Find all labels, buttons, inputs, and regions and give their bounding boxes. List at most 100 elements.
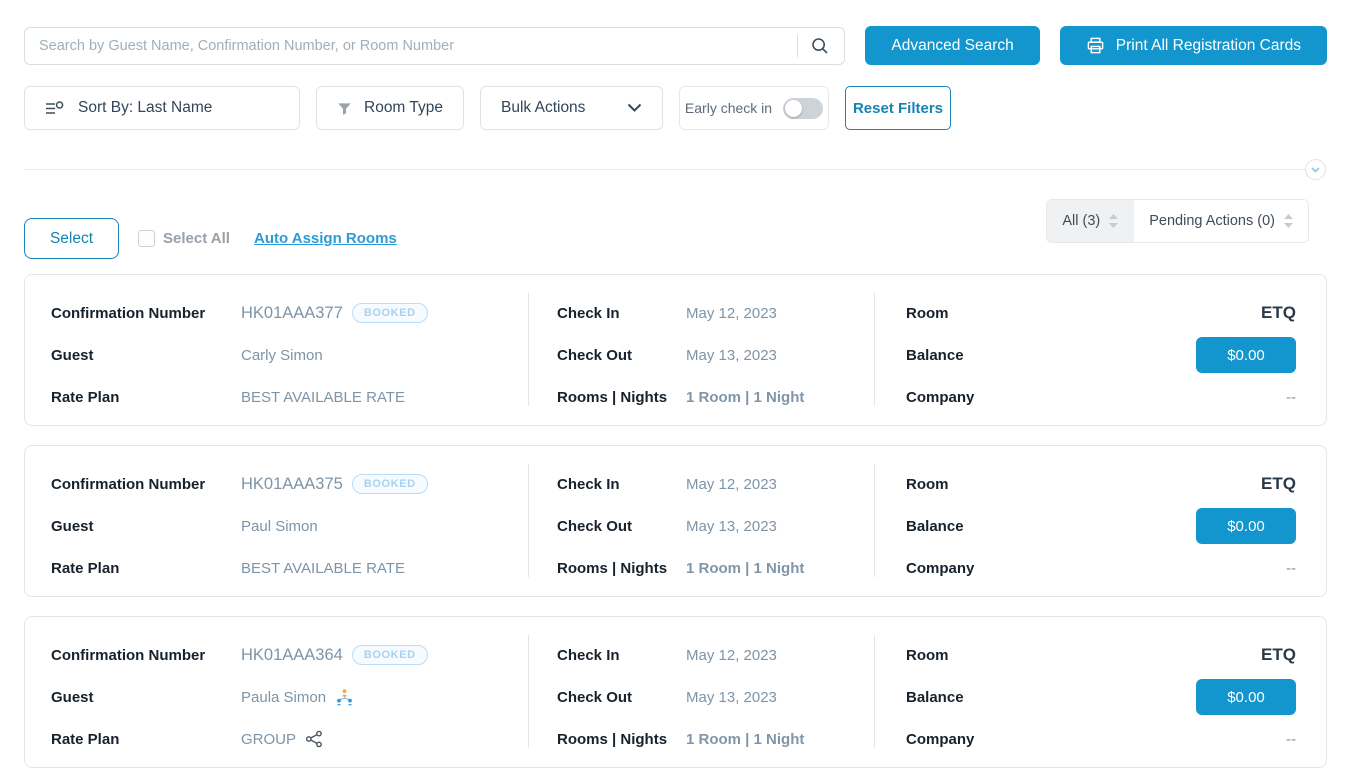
balance-button[interactable]: $0.00 bbox=[1196, 679, 1296, 715]
company-label: Company bbox=[906, 559, 975, 577]
collapse-filters-button[interactable] bbox=[1305, 159, 1326, 180]
balance-label: Balance bbox=[906, 346, 964, 364]
tab-all-label: All (3) bbox=[1062, 213, 1101, 229]
card-stay-column: Check In May 12, 2023 Check Out May 13, … bbox=[528, 463, 874, 596]
tab-pending-actions[interactable]: Pending Actions (0) bbox=[1133, 200, 1308, 242]
company-value: -- bbox=[1286, 730, 1296, 748]
search-box bbox=[24, 26, 846, 65]
balance-label: Balance bbox=[906, 517, 964, 535]
reservation-card[interactable]: Confirmation Number HK01AAA377 BOOKED Gu… bbox=[24, 274, 1327, 426]
check-out-date: May 13, 2023 bbox=[686, 346, 777, 364]
rate-plan-value: BEST AVAILABLE RATE bbox=[241, 388, 405, 406]
bulk-actions-label: Bulk Actions bbox=[501, 99, 586, 116]
search-input[interactable] bbox=[39, 37, 790, 54]
select-all-checkbox[interactable] bbox=[138, 230, 155, 247]
room-code: ETQ bbox=[1261, 474, 1296, 493]
check-in-label: Check In bbox=[557, 646, 620, 664]
top-bar: Advanced Search Print All Registration C… bbox=[24, 26, 1327, 65]
rate-plan-label: Rate Plan bbox=[51, 559, 120, 577]
select-button[interactable]: Select bbox=[24, 218, 119, 259]
check-out-label: Check Out bbox=[557, 688, 633, 706]
sort-by-label: Sort By: Last Name bbox=[78, 99, 213, 116]
reset-filters-button[interactable]: Reset Filters bbox=[845, 86, 951, 130]
status-badge: BOOKED bbox=[351, 474, 428, 494]
confirmation-label: Confirmation Number bbox=[51, 646, 206, 664]
guest-name: Carly Simon bbox=[241, 346, 323, 364]
confirmation-number: HK01AAA364 bbox=[241, 645, 343, 664]
select-all-label: Select All bbox=[163, 230, 230, 247]
room-label: Room bbox=[906, 646, 949, 664]
early-check-in-toggle[interactable] bbox=[783, 97, 824, 119]
reservation-card[interactable]: Confirmation Number HK01AAA364 BOOKED Gu… bbox=[24, 616, 1327, 768]
sort-arrows-icon bbox=[1284, 214, 1293, 228]
company-value: -- bbox=[1286, 559, 1296, 577]
guest-name: Paul Simon bbox=[241, 517, 318, 535]
group-share-icon[interactable] bbox=[305, 730, 323, 748]
group-booking-icon bbox=[335, 688, 354, 706]
check-out-date: May 13, 2023 bbox=[686, 517, 777, 535]
sort-by-icon bbox=[45, 100, 64, 117]
tab-all[interactable]: All (3) bbox=[1047, 200, 1134, 242]
bulk-actions-dropdown[interactable]: Bulk Actions bbox=[480, 86, 663, 130]
guest-name: Paula Simon bbox=[241, 688, 327, 706]
card-room-column: Room ETQ Balance $0.00 Company -- bbox=[874, 463, 1326, 596]
rate-plan-value: GROUP bbox=[241, 730, 297, 748]
rooms-nights-label: Rooms | Nights bbox=[557, 559, 668, 577]
print-all-button[interactable]: Print All Registration Cards bbox=[1059, 26, 1327, 65]
guest-label: Guest bbox=[51, 346, 94, 364]
guest-label: Guest bbox=[51, 517, 94, 535]
search-divider bbox=[797, 34, 799, 57]
check-out-label: Check Out bbox=[557, 517, 633, 535]
sort-by-button[interactable]: Sort By: Last Name bbox=[24, 86, 300, 130]
section-divider bbox=[24, 159, 1327, 180]
left-actions: Select Select All Auto Assign Rooms bbox=[24, 218, 397, 259]
room-type-label: Room Type bbox=[364, 99, 443, 116]
reservation-card[interactable]: Confirmation Number HK01AAA375 BOOKED Gu… bbox=[24, 445, 1327, 597]
card-stay-column: Check In May 12, 2023 Check Out May 13, … bbox=[528, 292, 874, 425]
check-in-date: May 12, 2023 bbox=[686, 646, 777, 664]
sort-arrows-icon bbox=[1109, 214, 1119, 228]
confirmation-label: Confirmation Number bbox=[51, 304, 206, 322]
rate-plan-value: BEST AVAILABLE RATE bbox=[241, 559, 405, 577]
card-identity-column: Confirmation Number HK01AAA377 BOOKED Gu… bbox=[25, 292, 528, 425]
rate-plan-label: Rate Plan bbox=[51, 730, 120, 748]
card-room-column: Room ETQ Balance $0.00 Company -- bbox=[874, 634, 1326, 767]
tab-pending-label: Pending Actions (0) bbox=[1149, 213, 1275, 229]
status-badge: BOOKED bbox=[351, 645, 428, 665]
balance-button[interactable]: $0.00 bbox=[1196, 508, 1296, 544]
company-label: Company bbox=[906, 730, 975, 748]
advanced-search-button[interactable]: Advanced Search bbox=[865, 26, 1040, 65]
filter-funnel-icon bbox=[337, 101, 352, 116]
divider-line bbox=[24, 169, 1315, 170]
card-stay-column: Check In May 12, 2023 Check Out May 13, … bbox=[528, 634, 874, 767]
check-out-label: Check Out bbox=[557, 346, 633, 364]
check-in-label: Check In bbox=[557, 475, 620, 493]
company-value: -- bbox=[1286, 388, 1296, 406]
balance-button[interactable]: $0.00 bbox=[1196, 337, 1296, 373]
print-all-label: Print All Registration Cards bbox=[1115, 36, 1301, 54]
card-identity-column: Confirmation Number HK01AAA364 BOOKED Gu… bbox=[25, 634, 528, 767]
status-badge: BOOKED bbox=[351, 303, 428, 323]
early-check-in-label: Early check in bbox=[684, 100, 773, 116]
rooms-nights-value: 1 Room | 1 Night bbox=[686, 730, 805, 748]
card-room-column: Room ETQ Balance $0.00 Company -- bbox=[874, 292, 1326, 425]
chevron-down-icon bbox=[627, 103, 642, 113]
rate-plan-label: Rate Plan bbox=[51, 388, 120, 406]
actions-row: Select Select All Auto Assign Rooms All … bbox=[24, 199, 1327, 260]
filter-bar: Sort By: Last Name Room Type Bulk Action… bbox=[24, 86, 1327, 130]
rooms-nights-value: 1 Room | 1 Night bbox=[686, 559, 805, 577]
check-in-date: May 12, 2023 bbox=[686, 475, 777, 493]
confirmation-number: HK01AAA377 bbox=[241, 303, 343, 322]
auto-assign-rooms-link[interactable]: Auto Assign Rooms bbox=[253, 230, 397, 247]
balance-label: Balance bbox=[906, 688, 964, 706]
room-type-button[interactable]: Room Type bbox=[316, 86, 464, 130]
guest-label: Guest bbox=[51, 688, 94, 706]
tab-group: All (3) Pending Actions (0) bbox=[1046, 199, 1309, 243]
rooms-nights-value: 1 Room | 1 Night bbox=[686, 388, 805, 406]
printer-icon bbox=[1086, 36, 1105, 55]
room-label: Room bbox=[906, 304, 949, 322]
select-all-control[interactable]: Select All bbox=[138, 230, 230, 247]
search-icon[interactable] bbox=[810, 36, 830, 56]
check-out-date: May 13, 2023 bbox=[686, 688, 777, 706]
